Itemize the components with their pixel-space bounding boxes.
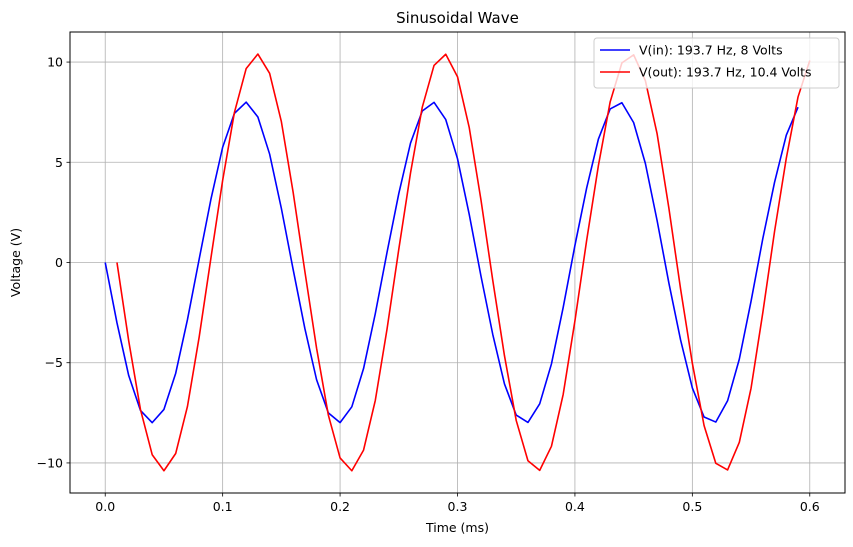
- legend-label-vin: V(in): 193.7 Hz, 8 Volts: [639, 43, 783, 58]
- y-tick-label: 10: [47, 55, 63, 70]
- legend-box: [593, 37, 840, 89]
- series-line-vout: [116, 53, 811, 472]
- chart-title: Sinusoidal Wave: [396, 9, 519, 27]
- x-tick-label: 0.0: [95, 499, 115, 514]
- legend-label-vout: V(out): 193.7 Hz, 10.4 Volts: [639, 65, 812, 80]
- x-axis-label: Time (ms): [425, 520, 489, 535]
- series-line-vin: [104, 101, 799, 424]
- y-axis: −10 −5 0 5 10: [37, 55, 70, 470]
- y-axis-label: Voltage (V): [8, 228, 23, 297]
- legend: V(in): 193.7 Hz, 8 Volts V(out): 193.7 H…: [593, 37, 840, 89]
- y-tick-label: 0: [55, 255, 63, 270]
- x-tick-label: 0.2: [330, 499, 350, 514]
- data-series: [104, 53, 811, 472]
- y-tick-label: 5: [55, 155, 63, 170]
- x-tick-label: 0.1: [213, 499, 233, 514]
- x-tick-label: 0.4: [565, 499, 585, 514]
- x-tick-label: 0.3: [448, 499, 468, 514]
- x-tick-label: 0.6: [800, 499, 820, 514]
- x-axis: 0.0 0.1 0.2 0.3 0.4 0.5 0.6: [95, 493, 820, 514]
- y-tick-label: −5: [45, 355, 63, 370]
- x-tick-label: 0.5: [682, 499, 702, 514]
- y-tick-label: −10: [37, 455, 63, 470]
